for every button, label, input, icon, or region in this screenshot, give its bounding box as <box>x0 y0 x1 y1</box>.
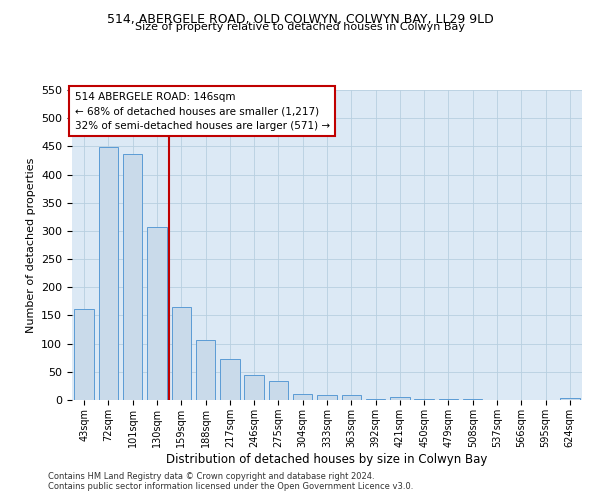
Bar <box>74 310 94 400</box>
Text: Size of property relative to detached houses in Colwyn Bay: Size of property relative to detached ho… <box>135 22 465 32</box>
Bar <box>560 398 580 400</box>
Bar <box>196 340 215 400</box>
Bar <box>341 396 361 400</box>
Bar <box>172 307 191 400</box>
Bar <box>147 227 167 400</box>
Bar <box>123 154 142 400</box>
Text: Distribution of detached houses by size in Colwyn Bay: Distribution of detached houses by size … <box>166 452 488 466</box>
Y-axis label: Number of detached properties: Number of detached properties <box>26 158 35 332</box>
Text: 514, ABERGELE ROAD, OLD COLWYN, COLWYN BAY, LL29 9LD: 514, ABERGELE ROAD, OLD COLWYN, COLWYN B… <box>107 12 493 26</box>
Bar <box>269 382 288 400</box>
Bar <box>390 397 410 400</box>
Bar <box>317 396 337 400</box>
Text: Contains HM Land Registry data © Crown copyright and database right 2024.: Contains HM Land Registry data © Crown c… <box>48 472 374 481</box>
Bar <box>293 394 313 400</box>
Bar <box>244 375 264 400</box>
Bar <box>220 359 239 400</box>
Bar <box>99 147 118 400</box>
Bar <box>415 399 434 400</box>
Text: Contains public sector information licensed under the Open Government Licence v3: Contains public sector information licen… <box>48 482 413 491</box>
Text: 514 ABERGELE ROAD: 146sqm
← 68% of detached houses are smaller (1,217)
32% of se: 514 ABERGELE ROAD: 146sqm ← 68% of detac… <box>74 92 329 131</box>
